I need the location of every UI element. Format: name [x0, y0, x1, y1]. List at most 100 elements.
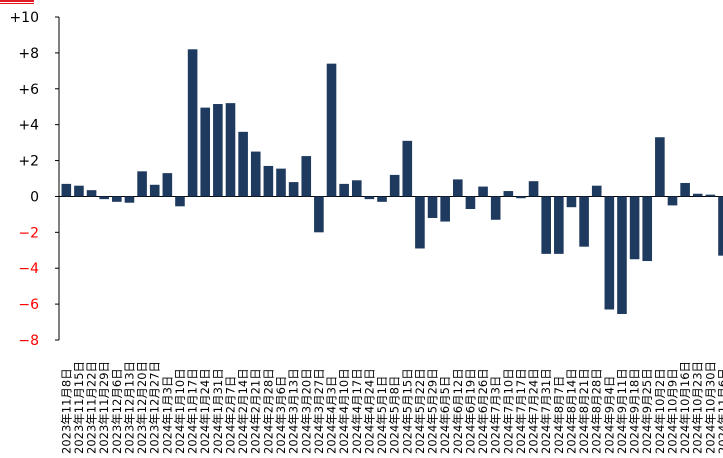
y-tick-label: −2 [18, 225, 39, 241]
bar [187, 49, 198, 197]
x-tick-label: 2024年1月17日 [186, 368, 200, 454]
x-tick-label: 2024年5月29日 [426, 368, 440, 454]
bar [86, 190, 97, 197]
x-tick-label: 2024年6月19日 [463, 368, 477, 454]
bar [377, 196, 387, 202]
brand-mark-icon [0, 0, 34, 6]
x-tick-label: 2024年8月21日 [577, 368, 591, 454]
bar [175, 196, 185, 207]
bar [351, 180, 362, 197]
bar [288, 182, 299, 197]
x-tick-label: 2024年7月17日 [514, 368, 528, 454]
x-tick-label: 2024年6月5日 [438, 376, 452, 454]
bar [718, 196, 723, 256]
y-tick-label: −8 [18, 333, 39, 349]
bar [61, 183, 72, 197]
bar [250, 151, 261, 197]
x-tick-label: 2024年11月6日 [716, 368, 723, 454]
x-tick-label: 2023年11月8日 [59, 368, 73, 454]
bar [364, 196, 375, 200]
x-tick-label: 2024年3月27日 [312, 368, 326, 454]
x-tick-label: 2024年4月10日 [337, 368, 351, 454]
bar [402, 140, 413, 197]
bars [61, 49, 723, 314]
bar [263, 165, 274, 197]
bar [99, 196, 109, 200]
x-tick-label: 2023年12月20日 [135, 361, 149, 454]
x-tick-label: 2024年7月24日 [527, 368, 541, 454]
bar [655, 137, 665, 197]
bar [112, 196, 122, 202]
bar [680, 182, 690, 197]
x-tick-label: 2024年3月6日 [274, 376, 288, 454]
bar [389, 174, 400, 197]
x-tick-label: 2024年5月1日 [375, 376, 389, 454]
y-tick-label: +8 [18, 46, 39, 62]
bar [415, 196, 425, 249]
bar [225, 103, 236, 197]
y-axis: +10 +8 +6 +4 +2 0 −2 −4 −6 −8 [9, 10, 723, 349]
x-tick-label: 2024年4月17日 [350, 368, 364, 454]
bar [440, 196, 450, 222]
bar [162, 173, 173, 197]
bar [301, 156, 312, 197]
x-tick-label: 2024年6月26日 [476, 368, 490, 454]
bar [326, 63, 337, 197]
x-tick-label: 2024年4月3日 [325, 376, 339, 454]
x-tick-label: 2024年1月31日 [211, 368, 225, 454]
x-tick-label: 2023年11月22日 [85, 361, 99, 454]
y-tick-label: +10 [9, 10, 39, 26]
x-tick-label: 2024年9月25日 [640, 368, 654, 454]
x-tick-label: 2024年1月10日 [173, 368, 187, 454]
bar [566, 196, 577, 208]
x-tick-label: 2024年2月21日 [249, 368, 263, 454]
bar [465, 196, 476, 209]
y-tick-label: −6 [18, 297, 39, 313]
y-tick-label: +6 [18, 82, 39, 98]
bar [276, 168, 286, 197]
x-tick-label: 2024年10月16日 [678, 361, 692, 454]
bar [541, 196, 551, 254]
bar [74, 185, 84, 197]
bar [503, 191, 514, 197]
x-tick-label: 2024年1月3日 [160, 376, 174, 454]
bar [516, 196, 526, 199]
x-tick-label: 2024年5月15日 [400, 368, 414, 454]
x-tick-label: 2024年8月14日 [564, 368, 578, 454]
x-tick-label: 2024年1月24日 [198, 368, 212, 454]
y-tick-label: +4 [18, 118, 39, 134]
x-tick-label: 2024年7月3日 [489, 376, 503, 454]
x-tick-label: 2024年10月9日 [665, 368, 679, 454]
x-tick-label: 2024年9月11日 [615, 368, 629, 454]
x-tick-label: 2024年2月7日 [223, 376, 237, 454]
bar [200, 107, 211, 197]
x-tick-label: 2024年7月31日 [539, 368, 553, 454]
x-tick-label: 2024年2月14日 [236, 368, 250, 454]
y-tick-label: 0 [30, 189, 39, 205]
x-tick-label: 2023年12月13日 [122, 361, 136, 454]
x-tick-label: 2024年7月10日 [501, 368, 515, 454]
x-tick-label: 2023年11月15日 [72, 361, 86, 454]
x-tick-label: 2024年2月28日 [261, 368, 275, 454]
x-tick-label: 2024年10月2日 [653, 368, 667, 454]
bar [339, 183, 349, 197]
bar [137, 171, 147, 197]
bar [124, 196, 135, 203]
x-tick-label: 2024年10月23日 [691, 361, 705, 454]
bar [213, 104, 223, 197]
x-tick-label: 2023年12月6日 [110, 368, 124, 454]
bar [579, 196, 589, 247]
bar [629, 196, 640, 260]
bar [617, 196, 627, 314]
x-tick-label: 2024年4月24日 [362, 368, 376, 454]
bar [314, 196, 324, 233]
x-tick-label: 2024年3月13日 [287, 368, 301, 454]
x-tick-label: 2024年8月28日 [590, 368, 604, 454]
y-tick-label: −4 [18, 261, 39, 277]
bar [427, 196, 438, 218]
x-tick-label: 2024年10月30日 [703, 361, 717, 454]
x-tick-label: 2023年11月29日 [97, 361, 111, 454]
bar [604, 196, 615, 310]
